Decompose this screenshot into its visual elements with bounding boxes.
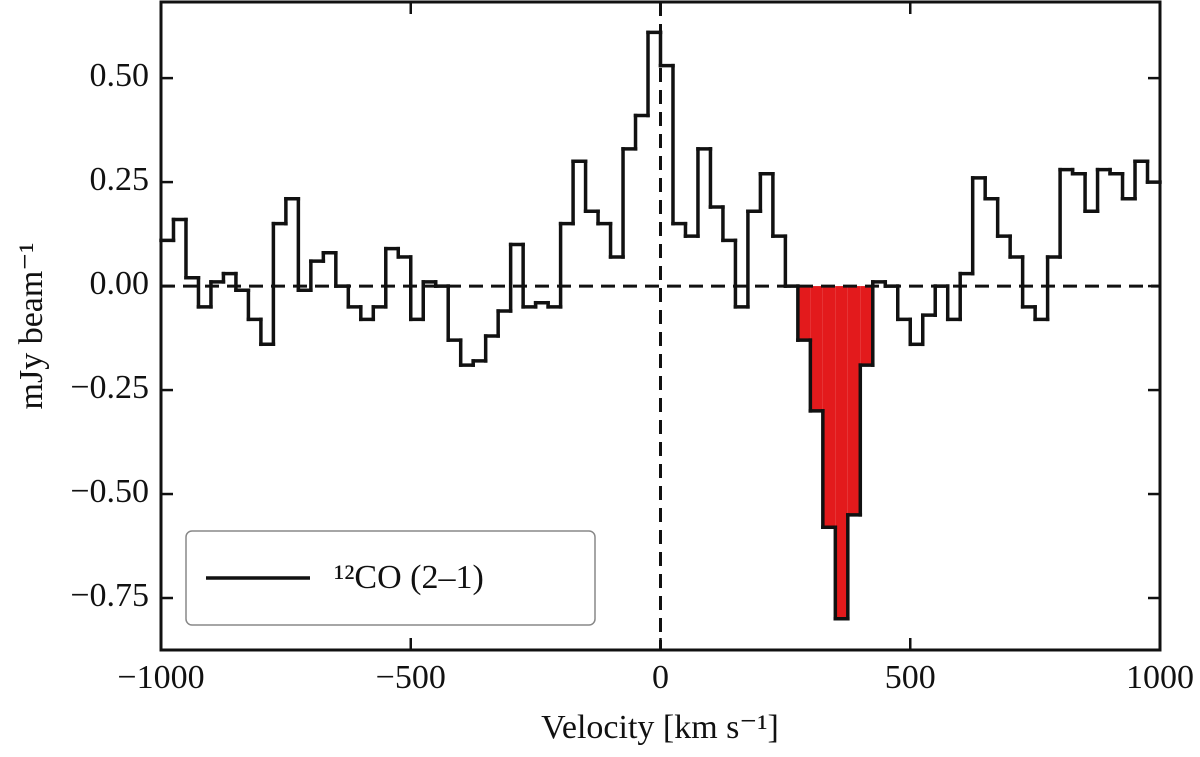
y-tick-label: −0.75 bbox=[70, 577, 149, 614]
x-axis-label: Velocity [km s⁻¹] bbox=[541, 709, 779, 746]
filled-bin bbox=[797, 286, 811, 341]
x-tick-label: −500 bbox=[376, 659, 446, 696]
x-tick-label: 1000 bbox=[1126, 659, 1194, 696]
plot-frame bbox=[159, 0, 1162, 652]
filled-bin bbox=[822, 286, 836, 528]
y-tick-label: 0.25 bbox=[90, 161, 150, 198]
y-axis-label: mJy beam⁻¹ bbox=[13, 243, 50, 410]
y-tick-label: −0.25 bbox=[70, 369, 149, 406]
legend-label: ¹²CO (2–1) bbox=[334, 559, 484, 596]
y-tick-label: −0.50 bbox=[70, 473, 149, 510]
filled-bin bbox=[810, 286, 823, 411]
filled-bin bbox=[860, 286, 873, 366]
x-tick-label: 0 bbox=[652, 659, 669, 696]
legend-box bbox=[185, 530, 596, 626]
x-tick-label: 500 bbox=[885, 659, 936, 696]
filled-bin bbox=[835, 286, 848, 619]
y-tick-label: 0.00 bbox=[90, 265, 150, 302]
x-tick-label: −1000 bbox=[117, 659, 204, 696]
filled-bin bbox=[847, 286, 861, 515]
y-tick-label: 0.50 bbox=[90, 57, 150, 94]
